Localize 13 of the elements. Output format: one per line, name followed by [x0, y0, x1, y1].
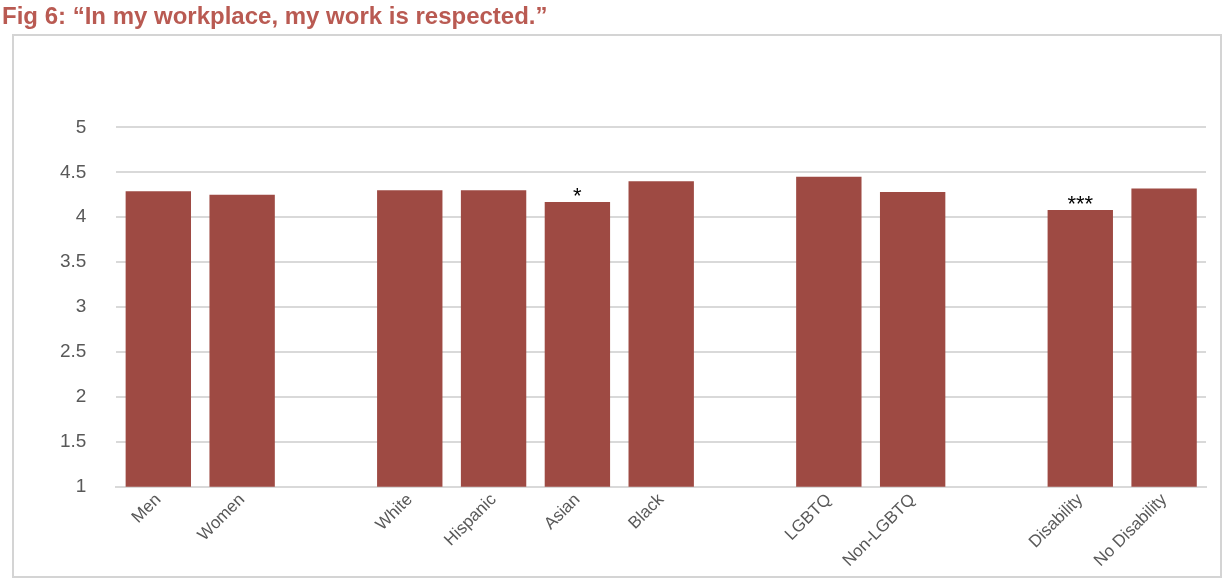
y-tick-label: 5 [75, 115, 87, 137]
y-tick-label: 4.5 [59, 160, 87, 182]
chart-title: Fig 6: “In my workplace, my work is respected.” [2, 2, 549, 30]
x-tick-label: Men [127, 489, 165, 527]
y-tick-label: 4 [75, 205, 87, 227]
y-tick-label: 1 [75, 475, 87, 497]
y-tick-label: 1.5 [59, 430, 87, 452]
y-tick-label: 3.5 [59, 250, 87, 272]
y-tick-label: 3 [75, 295, 87, 317]
annotation: *** [1067, 191, 1094, 217]
y-tick-label: 2 [75, 385, 87, 407]
y-tick-label: 2.5 [59, 340, 87, 362]
annotation: * [573, 183, 583, 209]
